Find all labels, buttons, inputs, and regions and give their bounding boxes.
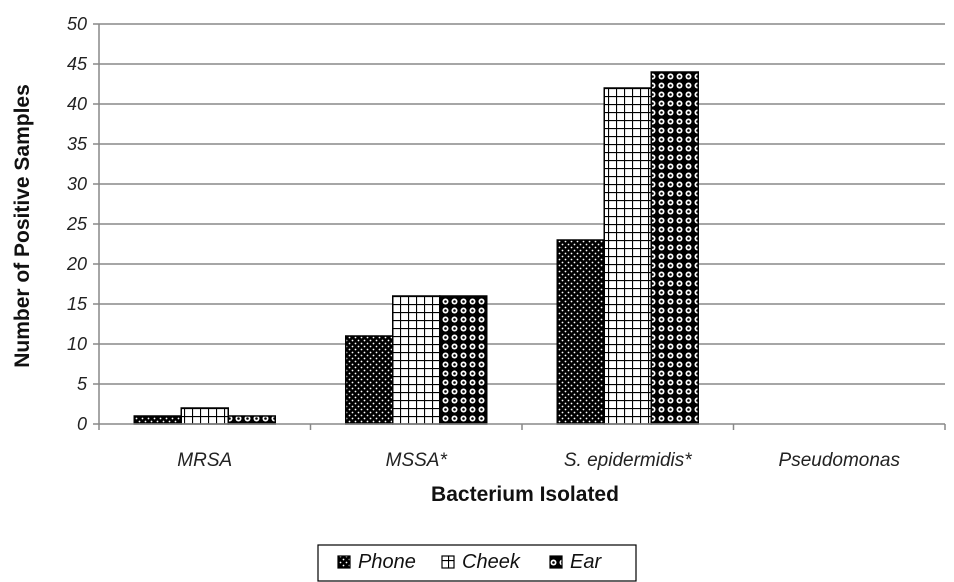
y-tick-label: 30 (67, 174, 87, 194)
y-tick-label: 0 (77, 414, 87, 434)
y-tick-label: 15 (67, 294, 88, 314)
y-tick-label: 10 (67, 334, 87, 354)
category-label: MRSA (177, 450, 232, 471)
bar-phone-2 (556, 239, 605, 425)
y-tick-label: 35 (67, 134, 88, 154)
y-axis-title: Number of Positive Samples (11, 84, 34, 368)
axes (98, 24, 946, 430)
bar-ear-2 (650, 71, 699, 425)
category-label: S. epidermidis* (564, 450, 692, 471)
legend-label-ear: Ear (570, 551, 602, 573)
legend-box (317, 544, 637, 582)
bar-phone-0 (133, 415, 182, 425)
y-tick-label: 20 (66, 254, 87, 274)
y-tick-label: 5 (77, 374, 88, 394)
legend-swatch-phone (337, 555, 351, 569)
bar-cheek-0 (180, 407, 229, 425)
category-label: Pseudomonas (779, 450, 901, 471)
legend: Phone Cheek Ear (317, 544, 637, 582)
bar-phone-1 (345, 335, 394, 425)
y-tick-label: 45 (67, 54, 88, 74)
category-labels: MRSA MSSA* S. epidermidis* Pseudomonas (177, 450, 900, 471)
bar-cheek-1 (392, 295, 441, 425)
y-tick-label: 50 (67, 14, 87, 34)
y-tick-label: 25 (66, 214, 88, 234)
bar-cheek-2 (603, 87, 652, 425)
bar-ear-1 (439, 295, 488, 425)
legend-label-phone: Phone (358, 551, 416, 573)
gridlines (99, 23, 945, 385)
y-tick-labels: 0 5 10 15 20 25 30 35 40 45 50 (66, 14, 99, 434)
legend-label-cheek: Cheek (462, 551, 521, 573)
category-label: MSSA* (386, 450, 448, 471)
y-tick-label: 40 (67, 94, 87, 114)
x-axis-title: Bacterium Isolated (431, 483, 619, 506)
legend-swatch-cheek (441, 555, 455, 569)
bars (133, 71, 699, 425)
bar-ear-0 (227, 415, 276, 425)
legend-swatch-ear (549, 555, 563, 569)
